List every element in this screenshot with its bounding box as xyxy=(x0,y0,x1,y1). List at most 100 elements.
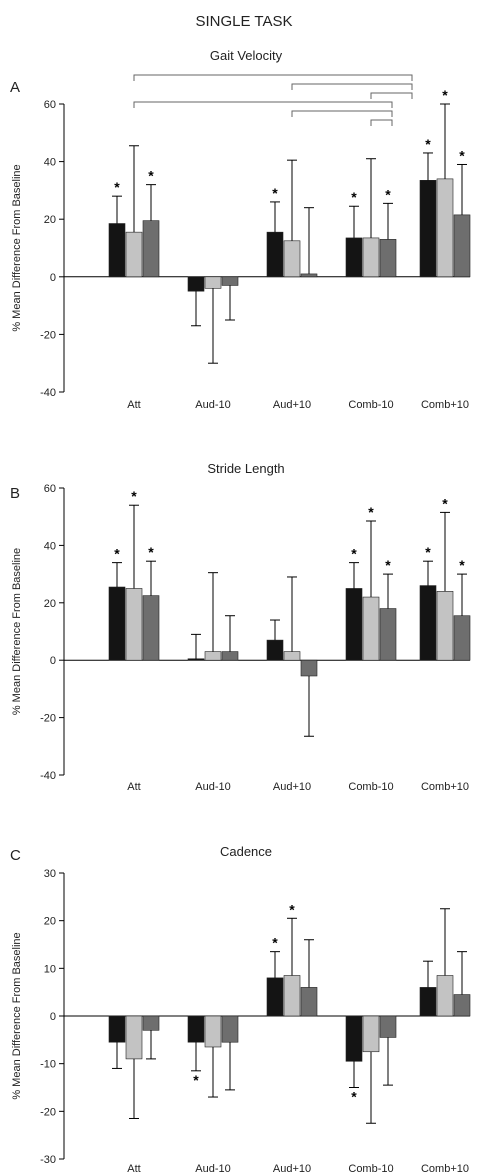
bar xyxy=(142,220,160,278)
y-tick-label: 10 xyxy=(44,963,56,975)
significance-asterisk: * xyxy=(114,546,120,562)
significance-asterisk: * xyxy=(425,136,431,152)
significance-asterisk: * xyxy=(442,87,448,103)
significance-asterisk: * xyxy=(351,546,357,562)
y-tick-label: 60 xyxy=(44,99,56,111)
x-tick-label: Aud+10 xyxy=(273,399,311,411)
y-tick-label: 20 xyxy=(44,916,56,928)
bar xyxy=(266,231,284,278)
bar xyxy=(266,639,284,661)
bar xyxy=(283,651,301,661)
y-tick-label: -40 xyxy=(40,770,56,782)
panel-label: A xyxy=(10,79,20,96)
y-tick-label: -10 xyxy=(40,1059,56,1071)
bar xyxy=(300,987,318,1017)
significance-asterisk: * xyxy=(459,557,465,573)
significance-asterisk: * xyxy=(193,1072,199,1088)
bar xyxy=(300,659,318,677)
chart-title: Cadence xyxy=(220,844,272,859)
significance-asterisk: * xyxy=(385,186,391,202)
y-tick-label: 30 xyxy=(44,868,56,880)
bar xyxy=(436,178,454,278)
bar xyxy=(419,180,437,278)
significance-asterisk: * xyxy=(289,901,295,917)
bar xyxy=(125,588,143,661)
bar xyxy=(221,651,239,661)
bar xyxy=(436,975,454,1017)
y-axis-label: % Mean Difference From Baseline xyxy=(11,164,23,331)
y-tick-label: 20 xyxy=(44,214,56,226)
comparison-bracket xyxy=(133,101,393,108)
bar xyxy=(453,214,471,278)
y-tick-label: 40 xyxy=(44,540,56,552)
x-tick-label: Comb-10 xyxy=(348,781,393,793)
x-tick-label: Aud-10 xyxy=(195,399,230,411)
bar xyxy=(108,223,126,278)
significance-asterisk: * xyxy=(131,488,137,504)
panel-label: B xyxy=(10,485,20,502)
bar xyxy=(142,595,160,661)
bar xyxy=(204,651,222,661)
significance-asterisk: * xyxy=(272,935,278,951)
bar xyxy=(204,276,222,289)
significance-asterisk: * xyxy=(425,544,431,560)
bar xyxy=(125,231,143,278)
y-tick-label: -20 xyxy=(40,713,56,725)
y-tick-label: -20 xyxy=(40,1106,56,1118)
y-tick-label: -30 xyxy=(40,1154,56,1166)
bar xyxy=(419,987,437,1017)
significance-asterisk: * xyxy=(148,168,154,184)
y-tick-label: -20 xyxy=(40,329,56,341)
significance-asterisk: * xyxy=(351,1089,357,1105)
bar xyxy=(283,975,301,1017)
x-tick-label: Comb+10 xyxy=(421,399,469,411)
chart-panel-c: C Cadence % Mean Difference From Baseline 3… xyxy=(10,844,471,1175)
bar xyxy=(187,658,205,661)
bar xyxy=(345,1015,363,1062)
x-tick-label: Aud-10 xyxy=(195,1163,230,1175)
bar xyxy=(187,1015,205,1043)
y-tick-label: -40 xyxy=(40,387,56,399)
y-tick-label: 40 xyxy=(44,157,56,169)
x-tick-label: Att xyxy=(127,1163,140,1175)
significance-asterisk: * xyxy=(459,147,465,163)
bar xyxy=(436,591,454,661)
chart-title: Gait Velocity xyxy=(210,48,283,63)
bar xyxy=(379,239,397,278)
bar xyxy=(142,1015,160,1031)
significance-asterisk: * xyxy=(351,189,357,205)
bar xyxy=(108,586,126,661)
bar xyxy=(453,994,471,1017)
bar xyxy=(453,615,471,661)
x-tick-label: Att xyxy=(127,399,140,411)
significance-asterisk: * xyxy=(385,557,391,573)
chart-panel-a: A Gait Velocity % Mean Difference From Bas… xyxy=(10,48,471,411)
bar xyxy=(379,608,397,661)
significance-asterisk: * xyxy=(148,544,154,560)
bar xyxy=(300,273,318,278)
chart-panel-b: B Stride Length % Mean Difference From Bas… xyxy=(10,461,471,793)
bar xyxy=(419,585,437,661)
bar xyxy=(221,276,239,286)
y-tick-label: 0 xyxy=(50,272,56,284)
y-tick-label: 20 xyxy=(44,598,56,610)
bar xyxy=(125,1015,143,1060)
significance-asterisk: * xyxy=(272,185,278,201)
bar xyxy=(379,1015,397,1038)
x-tick-label: Aud-10 xyxy=(195,781,230,793)
bar xyxy=(221,1015,239,1043)
bar xyxy=(362,1015,380,1053)
bar xyxy=(187,276,205,292)
x-tick-label: Att xyxy=(127,781,140,793)
bar xyxy=(108,1015,126,1043)
chart-title: Stride Length xyxy=(207,461,284,476)
bar xyxy=(362,237,380,278)
bar xyxy=(266,977,284,1017)
y-axis-label: % Mean Difference From Baseline xyxy=(11,548,23,715)
bar xyxy=(204,1015,222,1048)
comparison-bracket xyxy=(370,92,413,99)
bar xyxy=(345,588,363,661)
significance-asterisk: * xyxy=(368,504,374,520)
figure-title: SINGLE TASK xyxy=(196,13,293,30)
